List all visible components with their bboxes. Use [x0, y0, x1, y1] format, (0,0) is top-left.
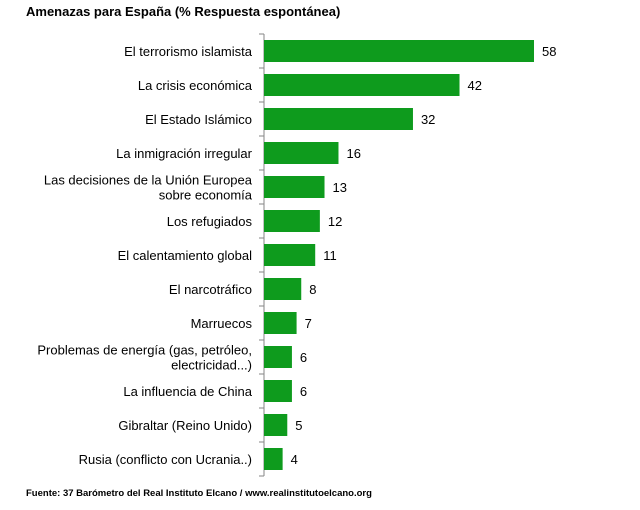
- y-axis-ticks: [259, 33, 264, 477]
- category-label: Las decisiones de la Unión Europea sobre …: [44, 173, 253, 203]
- bar: [264, 380, 292, 402]
- category-label: El calentamiento global: [118, 248, 253, 263]
- category-label: La influencia de China: [123, 384, 252, 399]
- value-label: 6: [300, 350, 307, 365]
- category-label: Problemas de energía (gas, petróleo, elec…: [37, 343, 252, 373]
- category-label-line: Las decisiones de la Unión Europea: [44, 173, 253, 188]
- category-label: La crisis económica: [138, 78, 253, 93]
- value-labels: 58 42 32 16 13 12 11 8 7 6 6 5 4: [291, 44, 557, 467]
- value-label: 16: [346, 146, 360, 161]
- category-label: El terrorismo islamista: [124, 44, 253, 59]
- category-label: El Estado Islámico: [145, 112, 252, 127]
- category-label-line: El calentamiento global: [118, 248, 253, 263]
- category-labels: El terrorismo islamista La crisis económi…: [37, 44, 252, 467]
- category-label-line: La inmigración irregular: [116, 146, 253, 161]
- bar: [264, 40, 534, 62]
- category-label-line: Marruecos: [191, 316, 253, 331]
- value-label: 32: [421, 112, 435, 127]
- value-label: 12: [328, 214, 342, 229]
- bar: [264, 142, 339, 164]
- category-label: Marruecos: [191, 316, 253, 331]
- bar: [264, 176, 325, 198]
- category-label-line: electricidad...): [171, 358, 252, 373]
- value-label: 11: [323, 248, 337, 263]
- bars-group: [264, 40, 534, 470]
- bar: [264, 346, 292, 368]
- bar: [264, 74, 460, 96]
- bar: [264, 108, 413, 130]
- chart-source: Fuente: 37 Barómetro del Real Instituto …: [26, 488, 372, 499]
- category-label: Gibraltar (Reino Unido): [118, 418, 252, 433]
- bar: [264, 278, 302, 300]
- value-label: 13: [333, 180, 347, 195]
- value-label: 42: [468, 78, 482, 93]
- bar: [264, 210, 320, 232]
- category-label: Los refugiados: [167, 214, 253, 229]
- value-label: 8: [309, 282, 316, 297]
- bar: [264, 244, 316, 266]
- category-label-line: La influencia de China: [123, 384, 252, 399]
- category-label-line: El narcotráfico: [169, 282, 252, 297]
- value-label: 4: [291, 452, 298, 467]
- category-label-line: Problemas de energía (gas, petróleo,: [37, 343, 252, 358]
- value-label: 58: [542, 44, 556, 59]
- value-label: 5: [295, 418, 302, 433]
- value-label: 6: [300, 384, 307, 399]
- category-label: Rusia (conflicto con Ucrania..): [79, 452, 252, 467]
- category-label-line: Gibraltar (Reino Unido): [118, 418, 252, 433]
- chart-title: Amenazas para España (% Respuesta espont…: [26, 4, 341, 19]
- category-label: El narcotráfico: [169, 282, 252, 297]
- bar: [264, 312, 297, 334]
- value-label: 7: [305, 316, 312, 331]
- category-label-line: Los refugiados: [167, 214, 253, 229]
- category-label-line: sobre economía: [159, 188, 253, 203]
- category-label: La inmigración irregular: [116, 146, 253, 161]
- bar: [264, 448, 283, 470]
- bar: [264, 414, 288, 436]
- category-label-line: El Estado Islámico: [145, 112, 252, 127]
- category-label-line: El terrorismo islamista: [124, 44, 253, 59]
- category-label-line: Rusia (conflicto con Ucrania..): [79, 452, 252, 467]
- category-label-line: La crisis económica: [138, 78, 253, 93]
